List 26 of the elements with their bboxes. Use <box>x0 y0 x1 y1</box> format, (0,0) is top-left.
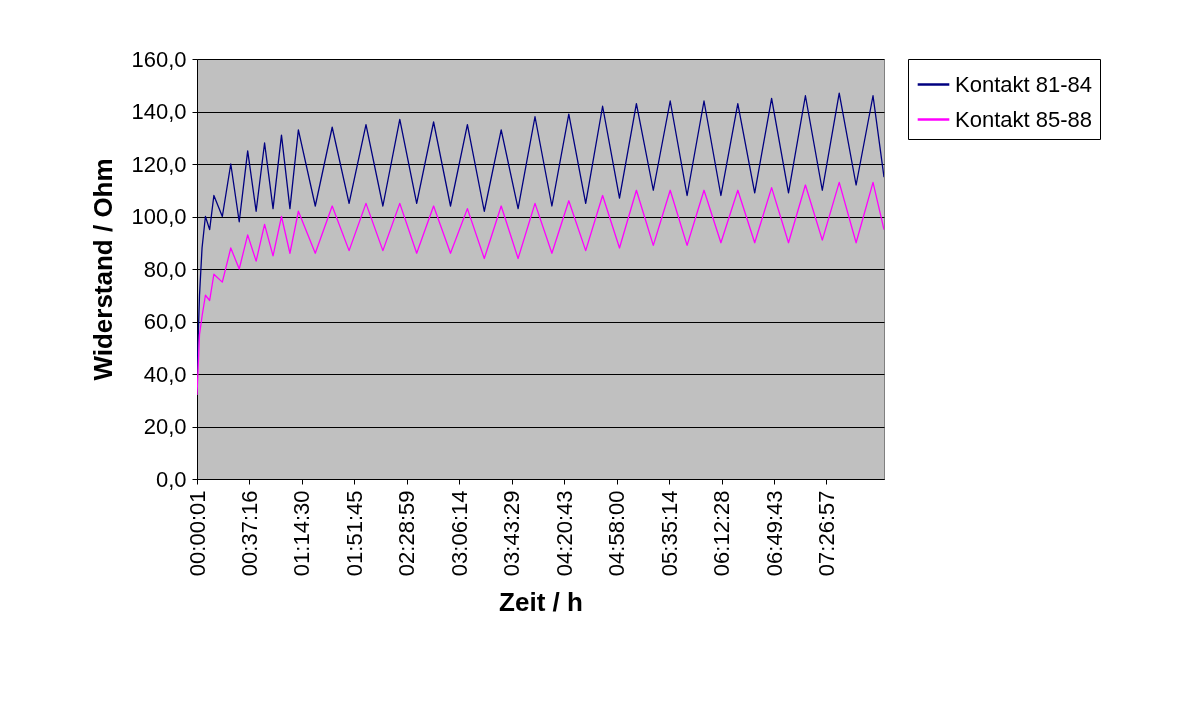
legend-label: Kontakt 85-88 <box>955 106 1092 132</box>
y-tick-label: 0,0 <box>155 466 187 492</box>
y-tick-label: 100,0 <box>131 204 187 229</box>
x-tick-label: 01:14:30 <box>289 490 315 577</box>
x-tick-label: 07:26:57 <box>813 490 839 577</box>
x-tick-label: 02:28:59 <box>394 490 420 577</box>
y-tick-label: 20,0 <box>143 414 187 439</box>
y-tick-label: 40,0 <box>143 361 187 387</box>
y-tick-label: 120,0 <box>131 151 187 177</box>
x-tick-label: 03:43:29 <box>499 490 525 577</box>
y-tick-label: 80,0 <box>143 256 187 282</box>
y-axis-title: Widerstand / Ohm <box>88 158 119 381</box>
x-tick-label: 00:37:16 <box>236 490 262 577</box>
x-tick-label: 03:06:14 <box>446 490 472 577</box>
y-tick-label: 160,0 <box>131 46 187 72</box>
legend-label: Kontakt 81-84 <box>955 71 1092 97</box>
y-tick-label: 140,0 <box>131 99 187 124</box>
x-tick-label: 04:20:43 <box>551 490 577 577</box>
x-tick-label: 06:12:28 <box>709 490 735 577</box>
x-tick-label: 04:58:00 <box>604 490 630 577</box>
x-tick-label: 05:35:14 <box>656 490 682 577</box>
x-tick-label: 00:00:01 <box>184 490 210 577</box>
y-tick-label: 60,0 <box>143 309 187 334</box>
x-tick-label: 01:51:45 <box>341 490 367 577</box>
x-tick-label: 06:49:43 <box>761 490 787 577</box>
x-axis-title: Zeit / h <box>499 587 583 618</box>
